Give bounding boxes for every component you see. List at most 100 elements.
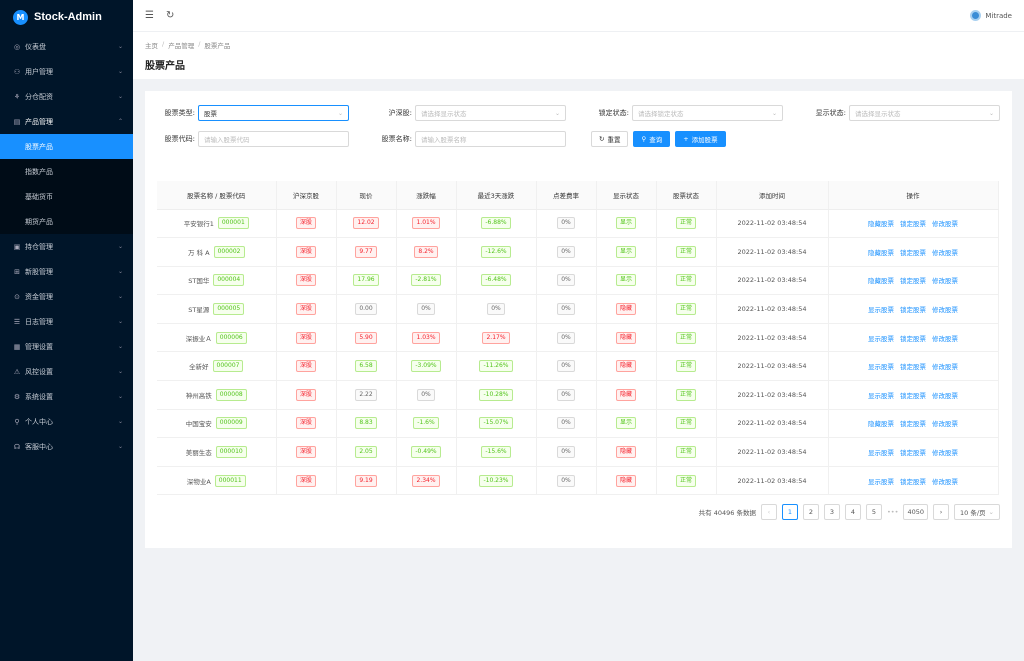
page-1[interactable]: 1 [781,504,798,521]
table-row: 美丽生态 000010 深股 2.05 -0.49% -15.6% 0% 隐藏 正常 2022-1… [157,437,999,467]
edit-stock-link[interactable]: 修改股票 [932,334,958,343]
page-2[interactable]: 2 [802,504,819,521]
toggle-visibility-link[interactable]: 显示股票 [868,334,894,343]
chevron-icon: ⌄ [117,443,123,450]
name-code-cell: ST国华 000004 [157,266,277,296]
submenu-item[interactable]: 指数产品 [25,167,53,176]
lock-stock-link[interactable]: 锁定股票 [900,420,926,429]
position-icon: ▣ [13,242,21,251]
sidebar-item[interactable]: ⚠ 风控设置 ⌄ [0,359,133,384]
sidebar-item[interactable]: ▤ 产品管理 ⌃ [0,109,133,134]
toggle-visibility-link[interactable]: 显示股票 [868,449,894,458]
spread-cell: 0% [536,409,597,439]
sidebar-item-label: 风控设置 [25,367,53,376]
toggle-visibility-link[interactable]: 隐藏股票 [868,277,894,286]
prev-page-button[interactable]: ‹ [760,504,777,521]
sidebar-item[interactable]: ◎ 仪表盘 ⌄ [0,34,133,59]
sidebar-item[interactable]: ⚲ 个人中心 ⌄ [0,409,133,434]
brand[interactable]: M Stock-Admin [0,0,133,34]
edit-stock-link[interactable]: 修改股票 [932,449,958,458]
sidebar-item[interactable]: ⚘ 分仓配资 ⌄ [0,84,133,109]
time-cell: 2022-11-02 03:48:54 [716,351,829,382]
lock-stock-link[interactable]: 锁定股票 [900,306,926,315]
lock-select[interactable]: 请选择锁定状态 ⌄ [632,105,783,121]
spread-cell: 0% [536,380,597,410]
sidebar-item[interactable]: ⊞ 新股管理 ⌄ [0,259,133,284]
show-select[interactable]: 请选择显示状态 ⌄ [849,105,1000,121]
toggle-visibility-link[interactable]: 隐藏股票 [868,248,894,257]
sidebar-item[interactable]: ▦ 管理设置 ⌄ [0,334,133,359]
toggle-visibility-link[interactable]: 显示股票 [868,477,894,486]
actions-cell: 隐藏股票 锁定股票 修改股票 [828,237,999,267]
change-tag: -2.81% [411,274,441,287]
filter-form: 股票类型: 股票 ⌄ 沪深股: 请选择显示状态 ⌄ 锁定状态: 请选择锁定状态 ⌄ 显… [157,105,1000,147]
edit-stock-link[interactable]: 修改股票 [932,277,958,286]
toggle-visibility-link[interactable]: 隐藏股票 [868,420,894,429]
stock-name: 平安银行1 [183,220,214,229]
edit-stock-link[interactable]: 修改股票 [932,306,958,315]
sidebar-item[interactable]: ▣ 持仓管理 ⌄ [0,234,133,259]
code-input[interactable]: 请输入股票代码 [198,131,349,147]
market-tag: 深股 [295,274,316,287]
lock-stock-link[interactable]: 锁定股票 [900,277,926,286]
search-button[interactable]: ⚲ 查询 [633,131,671,147]
sidebar-item[interactable]: ⚇ 用户管理 ⌄ [0,59,133,84]
toggle-visibility-link[interactable]: 显示股票 [868,306,894,315]
lock-stock-link[interactable]: 锁定股票 [900,363,926,372]
change3-tag: -10.23% [479,474,513,487]
stock-name: ST星源 [188,306,210,315]
edit-stock-link[interactable]: 修改股票 [932,477,958,486]
lock-stock-link[interactable]: 锁定股票 [900,220,926,229]
user-icon: ⚇ [13,67,21,76]
toggle-visibility-link[interactable]: 显示股票 [868,363,894,372]
stock-name: ST国华 [188,277,210,286]
chevron-icon: ⌄ [117,68,123,75]
sidebar-item[interactable]: ⚙ 系统设置 ⌄ [0,384,133,409]
refresh-icon[interactable]: ↻ [165,10,175,21]
stock-type-select[interactable]: 股票 ⌄ [198,105,349,121]
lock-stock-link[interactable]: 锁定股票 [900,248,926,257]
next-page-button[interactable]: › [933,504,950,521]
user-menu[interactable]: Mitrade [970,10,1012,21]
change3-cell: -15.07% [456,409,537,439]
page-size-select[interactable]: 10 条/页 ⌄ [954,504,1000,521]
toggle-visibility-link[interactable]: 隐藏股票 [868,220,894,229]
sidebar-item[interactable]: ☰ 日志管理 ⌄ [0,309,133,334]
submenu-item[interactable]: 期货产品 [25,217,53,226]
edit-stock-link[interactable]: 修改股票 [932,248,958,257]
add-stock-button[interactable]: + 添加股票 [675,131,726,147]
sidebar-item[interactable]: ⊙ 资金管理 ⌄ [0,284,133,309]
name-input[interactable]: 请输入股票名称 [415,131,566,147]
breadcrumb-home[interactable]: 主页 [145,42,158,50]
stock-name: 深振业Ａ [185,334,212,343]
toggle-visibility-link[interactable]: 显示股票 [868,391,894,400]
stock-code: 000011 [214,474,246,487]
change-cell: 2.34% [396,466,457,496]
time-cell: 2022-11-02 03:48:54 [716,266,829,296]
show-status-tag: 隐藏 [615,303,636,316]
page-5[interactable]: 5 [865,504,882,521]
lock-stock-link[interactable]: 锁定股票 [900,334,926,343]
lock-stock-link[interactable]: 锁定股票 [900,477,926,486]
page-3[interactable]: 3 [823,504,840,521]
spread-cell: 0% [536,351,597,382]
hs-select[interactable]: 请选择显示状态 ⌄ [415,105,566,121]
edit-stock-link[interactable]: 修改股票 [932,220,958,229]
page-ellipsis[interactable]: ••• [886,508,899,517]
edit-stock-link[interactable]: 修改股票 [932,363,958,372]
price-tag: 2.05 [355,446,377,459]
page-last[interactable]: 4050 [903,504,929,521]
page-4[interactable]: 4 [844,504,861,521]
submenu-item[interactable]: 股票产品 [0,134,133,159]
submenu-item[interactable]: 基础货币 [25,192,53,201]
edit-stock-link[interactable]: 修改股票 [932,420,958,429]
lock-stock-link[interactable]: 锁定股票 [900,391,926,400]
reset-button[interactable]: ↻ 重置 [591,131,629,147]
change-tag: 0% [417,388,435,401]
breadcrumb: 主页 / 产品管理 / 股票产品 [145,40,1012,50]
lock-stock-link[interactable]: 锁定股票 [900,449,926,458]
menu-collapse-icon[interactable]: ☰ [145,10,154,21]
sidebar-item[interactable]: ☊ 客服中心 ⌄ [0,434,133,459]
edit-stock-link[interactable]: 修改股票 [932,391,958,400]
breadcrumb-product[interactable]: 产品管理 [168,42,195,50]
